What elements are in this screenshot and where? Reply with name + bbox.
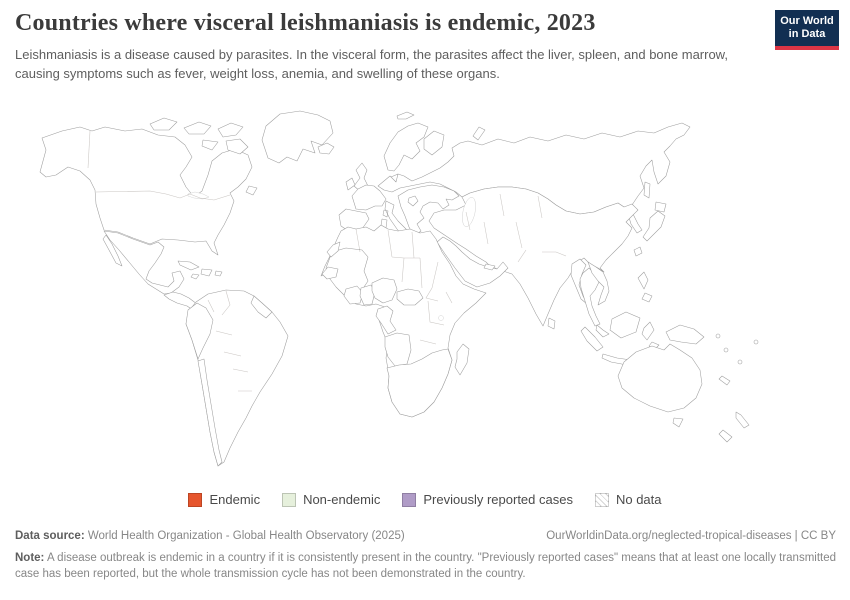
map-region-novaya-zemlya[interactable]: [472, 126, 486, 141]
map-region-gabon-congo[interactable]: [375, 305, 397, 335]
legend-item-non-endemic[interactable]: Non-endemic: [282, 492, 380, 507]
map-region-france[interactable]: [351, 184, 387, 211]
legend-label-non-endemic: Non-endemic: [303, 492, 381, 507]
great-lakes: [187, 191, 210, 200]
lake-victoria: [438, 315, 444, 321]
map-region-senegal[interactable]: [321, 266, 339, 280]
map-region-arabia[interactable]: [436, 236, 509, 288]
owid-logo-line1: Our World: [780, 15, 834, 28]
legend-swatch-previously-reported: [402, 492, 417, 507]
map-region-ghana-benin[interactable]: [359, 284, 376, 306]
caspian-sea: [462, 197, 476, 227]
map-region-new-guinea[interactable]: [665, 324, 705, 345]
map-region-philippines[interactable]: [637, 271, 653, 303]
data-source-text: World Health Organization - Global Healt…: [84, 530, 405, 542]
map-legend: Endemic Non-endemic Previously reported …: [0, 492, 850, 507]
map-region-north-america[interactable]: [39, 126, 253, 256]
map-region-malaysia[interactable]: [595, 324, 610, 338]
map-region-tasmania[interactable]: [672, 417, 684, 428]
data-source-label: Data source:: [15, 530, 85, 542]
map-region-scandinavia[interactable]: [383, 122, 429, 172]
map-region-arctic-islands[interactable]: [149, 117, 249, 155]
legend-swatch-no-data: [594, 492, 609, 507]
footer: Data source: World Health Organization -…: [15, 530, 836, 542]
map-region-svalbard[interactable]: [396, 111, 415, 120]
owid-url-link[interactable]: OurWorldinData.org/neglected-tropical-di…: [546, 530, 836, 542]
map-region-pacific-islands[interactable]: [715, 333, 759, 386]
map-region-uae[interactable]: [483, 263, 496, 271]
legend-item-endemic[interactable]: Endemic: [188, 492, 260, 507]
footnote-label: Note:: [15, 552, 45, 564]
legend-label-no-data: No data: [615, 492, 662, 507]
legend-swatch-non-endemic: [282, 492, 297, 507]
legend-swatch-endemic: [188, 492, 203, 507]
map-region-japan[interactable]: [642, 201, 667, 242]
owid-logo-line2: in Data: [788, 28, 826, 40]
country-border-lines: [87, 130, 567, 392]
map-region-western-sahara[interactable]: [326, 241, 341, 258]
map-region-greenland[interactable]: [261, 110, 334, 164]
map-region-new-zealand[interactable]: [718, 411, 750, 443]
owid-logo[interactable]: Our World in Data: [775, 10, 839, 50]
map-region-finland[interactable]: [423, 130, 445, 156]
legend-label-endemic: Endemic: [209, 492, 261, 507]
footnote: Note: A disease outbreak is endemic in a…: [15, 550, 836, 583]
map-region-guyanas[interactable]: [250, 295, 273, 319]
map-region-taiwan[interactable]: [633, 246, 643, 257]
map-region-nigeria[interactable]: [371, 277, 398, 304]
page-subtitle: Leishmaniasis is a disease caused by par…: [15, 47, 728, 81]
map-region-caribbean[interactable]: [177, 260, 223, 280]
map-region-cote-divoire[interactable]: [343, 285, 364, 305]
map-region-central-african-republic[interactable]: [396, 288, 424, 306]
map-region-iberia[interactable]: [338, 208, 370, 233]
map-region-madagascar[interactable]: [454, 343, 470, 376]
map-region-mexico[interactable]: [102, 230, 185, 295]
footnote-text: A disease outbreak is endemic in a count…: [15, 552, 837, 581]
map-region-serbia[interactable]: [407, 195, 419, 207]
header: Countries where visceral leishmaniasis i…: [15, 10, 760, 84]
map-region-sri-lanka[interactable]: [547, 317, 556, 330]
legend-item-no-data[interactable]: No data: [594, 492, 662, 507]
data-source: Data source: World Health Organization -…: [15, 530, 405, 542]
map-region-sakhalin[interactable]: [643, 181, 651, 199]
map-region-angola[interactable]: [384, 332, 412, 367]
map-region-indochina[interactable]: [587, 261, 610, 306]
map-region-australia[interactable]: [617, 343, 703, 413]
map-region-southern-africa[interactable]: [386, 348, 453, 418]
map-region-myanmar[interactable]: [570, 258, 588, 305]
legend-item-previously-reported[interactable]: Previously reported cases: [402, 492, 573, 507]
legend-label-previously-reported: Previously reported cases: [423, 492, 573, 507]
map-region-ireland[interactable]: [345, 177, 356, 191]
page-title: Countries where visceral leishmaniasis i…: [15, 10, 596, 36]
map-region-ecuador-peru[interactable]: [185, 302, 214, 360]
map-region-newfoundland[interactable]: [245, 185, 258, 196]
map-region-iceland[interactable]: [317, 142, 335, 155]
map-region-chile[interactable]: [197, 358, 223, 467]
